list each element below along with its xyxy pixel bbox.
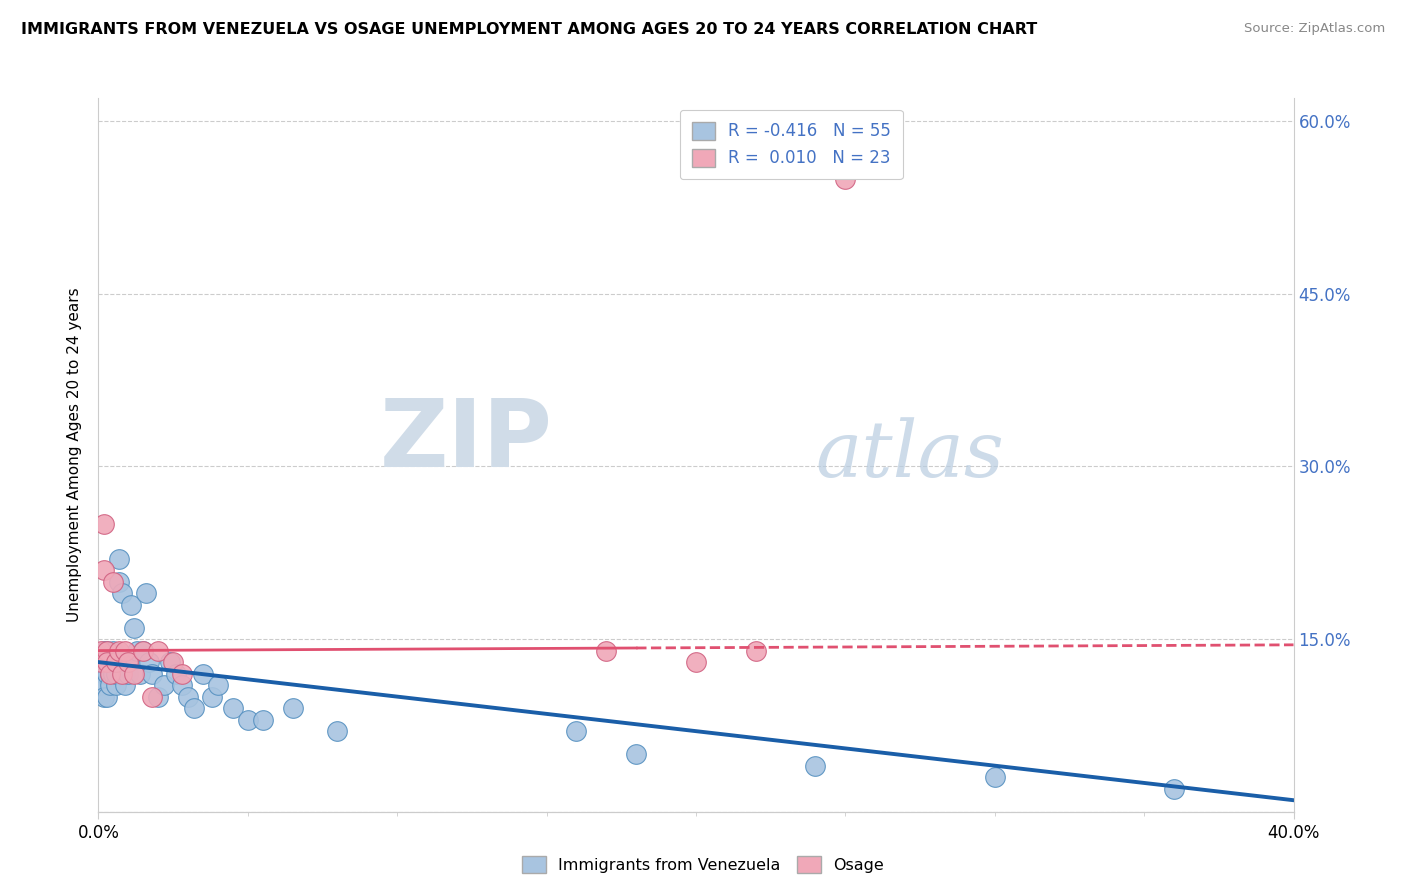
Point (124, 621, 146, 635)
Point (96, 666, 118, 681)
Point (138, 655, 160, 669)
Point (132, 643, 155, 657)
Point (90, 655, 112, 669)
Point (159, 655, 181, 669)
Point (100, 678, 122, 692)
Point (135, 586, 157, 600)
Point (141, 690, 163, 704)
Text: atlas: atlas (815, 417, 1004, 493)
Point (804, 758, 827, 772)
Point (201, 690, 224, 704)
Point (105, 666, 128, 681)
Point (177, 690, 200, 704)
Point (191, 666, 214, 681)
Point (114, 678, 136, 692)
Point (93, 516, 115, 531)
Point (90, 643, 112, 657)
Text: ZIP: ZIP (380, 394, 553, 487)
Point (100, 655, 122, 669)
Point (745, 643, 768, 657)
Point (165, 666, 187, 681)
Point (93, 666, 115, 681)
Point (93, 690, 115, 704)
Point (172, 666, 194, 681)
Point (114, 666, 136, 681)
Point (834, 171, 856, 186)
Legend: R = -0.416   N = 55, R =  0.010   N = 23: R = -0.416 N = 55, R = 0.010 N = 23 (681, 110, 903, 179)
Point (685, 655, 707, 669)
Point (207, 678, 229, 692)
Point (93, 563, 115, 577)
Point (114, 643, 136, 657)
Point (108, 643, 131, 657)
Y-axis label: Unemployment Among Ages 20 to 24 years: Unemployment Among Ages 20 to 24 years (67, 287, 83, 623)
Point (103, 666, 125, 681)
Point (103, 655, 125, 669)
Point (565, 724, 588, 739)
Point (281, 701, 304, 715)
Point (127, 643, 149, 657)
Point (96, 655, 118, 669)
Point (105, 678, 128, 692)
Point (141, 666, 163, 681)
Point (96, 655, 118, 669)
Point (595, 643, 617, 657)
Point (117, 655, 139, 669)
Point (93, 643, 115, 657)
Point (626, 747, 648, 761)
Point (236, 713, 259, 727)
Point (252, 713, 274, 727)
Point (90, 666, 112, 681)
Point (100, 666, 122, 681)
Point (129, 666, 152, 681)
Point (120, 598, 142, 612)
Point (100, 666, 122, 681)
Point (148, 690, 170, 704)
Point (162, 655, 184, 669)
Point (96, 643, 118, 657)
Point (148, 643, 170, 657)
Point (103, 574, 125, 589)
Point (117, 666, 139, 681)
Legend: Immigrants from Venezuela, Osage: Immigrants from Venezuela, Osage (516, 849, 890, 880)
Point (90, 678, 112, 692)
Point (111, 586, 134, 600)
Point (96, 643, 118, 657)
Point (124, 666, 146, 681)
Point (132, 643, 155, 657)
Text: Source: ZipAtlas.com: Source: ZipAtlas.com (1244, 22, 1385, 36)
Point (93, 678, 115, 692)
Text: IMMIGRANTS FROM VENEZUELA VS OSAGE UNEMPLOYMENT AMONG AGES 20 TO 24 YEARS CORREL: IMMIGRANTS FROM VENEZUELA VS OSAGE UNEMP… (21, 22, 1038, 37)
Point (326, 724, 349, 739)
Point (111, 666, 134, 681)
Point (111, 655, 134, 669)
Point (183, 701, 205, 715)
Point (108, 551, 131, 566)
Point (103, 643, 125, 657)
Point (105, 655, 128, 669)
Point (222, 701, 245, 715)
Point (117, 655, 139, 669)
Point (172, 678, 194, 692)
Point (108, 574, 131, 589)
Point (96, 690, 118, 704)
Point (984, 770, 1007, 784)
Point (1163, 781, 1185, 796)
Point (90, 655, 112, 669)
Point (153, 678, 176, 692)
